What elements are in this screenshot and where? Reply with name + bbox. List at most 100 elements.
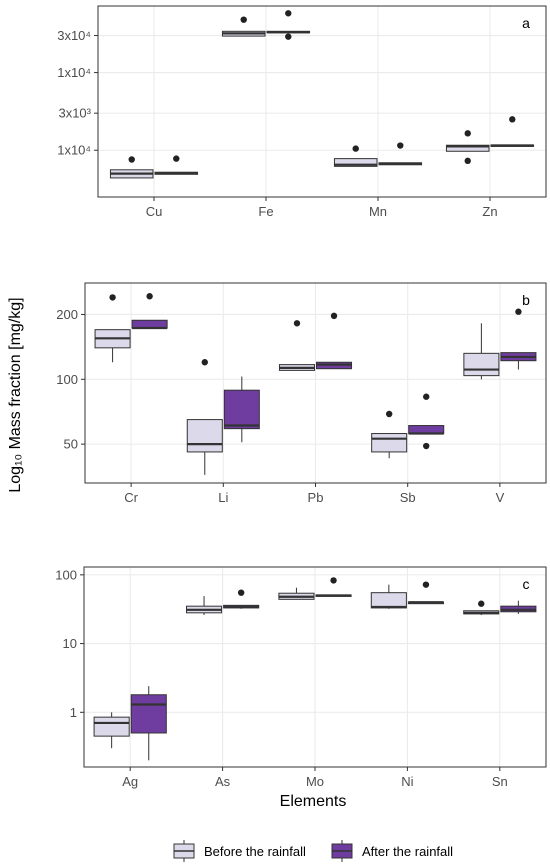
- x-tick-label-sb: Sb: [400, 490, 416, 505]
- gridlines: [84, 567, 546, 767]
- x-tick-label-mo: Mo: [306, 774, 324, 789]
- box-ni-after: [407, 581, 445, 605]
- box-cu-before: [109, 156, 154, 179]
- y-tick-label: 100: [56, 372, 78, 387]
- legend-label-after: After the rainfall: [362, 844, 453, 859]
- panel-a: 3x10⁴ 1x10⁴ 3x10³ 1x10⁴ Cu Fe Mn Zn a: [57, 5, 547, 219]
- y-tick-label: 100: [55, 567, 77, 582]
- box-v-before: [463, 323, 500, 380]
- outlier-point: [352, 145, 359, 152]
- box-sn-before: [463, 600, 500, 616]
- x-tick-label-cu: Cu: [146, 204, 163, 219]
- series-after: [130, 577, 537, 761]
- x-tick-label-cr: Cr: [124, 490, 138, 505]
- y-tick-label: 1x10⁴: [57, 65, 91, 80]
- box-iqr: [223, 389, 260, 430]
- gridlines: [85, 283, 546, 483]
- box-iqr: [333, 158, 378, 167]
- outlier-point: [173, 155, 180, 162]
- box-mn-after: [378, 142, 423, 166]
- box-v-after: [500, 308, 537, 370]
- box-sn-after: [500, 600, 537, 614]
- gridlines: [98, 6, 546, 197]
- series-before: [94, 294, 500, 475]
- outlier-point: [128, 156, 135, 163]
- legend-key-after: [331, 840, 353, 862]
- box-zn-before: [445, 130, 490, 165]
- x-tick-label-ag: Ag: [122, 774, 138, 789]
- panels: 3x10⁴ 1x10⁴ 3x10³ 1x10⁴ Cu Fe Mn Zn a 200 100 50 Cr L…: [55, 5, 547, 789]
- box-iqr: [93, 716, 130, 737]
- box-mo-after: [315, 577, 352, 597]
- outlier-point: [464, 157, 471, 165]
- box-li-before: [186, 359, 223, 475]
- x-tick-label-mn: Mn: [369, 204, 387, 219]
- series-after: [131, 293, 537, 450]
- box-iqr: [408, 425, 445, 435]
- y-tick-label: 50: [64, 437, 78, 452]
- box-ni-before: [370, 584, 407, 609]
- outlier-point: [285, 33, 292, 40]
- box-zn-after: [490, 116, 535, 147]
- outlier-point: [422, 581, 430, 588]
- box-ag-after: [130, 686, 167, 761]
- outlier-point: [397, 142, 404, 149]
- panel-border: [97, 5, 547, 198]
- panel-b: 200 100 50 Cr Li Pb Sb Vb: [56, 282, 547, 505]
- box-cr-after: [131, 293, 168, 330]
- box-sb-after: [408, 393, 445, 450]
- outlier-point: [146, 293, 153, 300]
- panel-label-b: b: [522, 292, 530, 308]
- y-tick-label: 1x10⁴: [57, 143, 91, 158]
- y-axis-label: Log₁₀ Mass fraction [mg/kg]: [7, 297, 24, 492]
- x-tick-label-pb: Pb: [308, 490, 324, 505]
- outlier-point: [201, 359, 208, 366]
- series-before: [109, 16, 490, 179]
- x-tick-label-zn: Zn: [482, 204, 497, 219]
- y-tick-label: 1: [70, 705, 77, 720]
- y-tick-label: 200: [56, 307, 78, 322]
- box-as-after: [223, 589, 260, 609]
- x-tick-label-sn: Sn: [492, 774, 508, 789]
- outlier-point: [464, 130, 471, 137]
- series-after: [154, 10, 535, 175]
- x-tick-label-fe: Fe: [258, 204, 273, 219]
- box-iqr: [371, 433, 408, 453]
- panel-label-a: a: [522, 15, 530, 31]
- outlier-point: [509, 116, 516, 123]
- x-tick-label-ni: Ni: [401, 774, 413, 789]
- box-fe-after: [266, 10, 311, 40]
- panel-label-c: c: [523, 576, 530, 592]
- box-iqr: [445, 144, 490, 152]
- box-iqr: [186, 419, 223, 453]
- outlier-point: [478, 600, 485, 607]
- outlier-point: [293, 320, 301, 327]
- box-sb-before: [371, 410, 408, 459]
- outlier-point: [515, 308, 522, 315]
- x-tick-label-li: Li: [218, 490, 228, 505]
- y-tick-label: 3x10⁴: [57, 28, 91, 43]
- outlier-point: [385, 410, 393, 418]
- panel-c: 100 10 1 Ag As Mo Ni Sn c: [55, 566, 547, 789]
- box-iqr: [463, 352, 500, 377]
- legend: Before the rainfall After the rainfall: [173, 840, 453, 862]
- y-tick-label: 10: [63, 636, 77, 651]
- outlier-point: [423, 393, 430, 400]
- series-before: [93, 584, 500, 749]
- box-as-before: [185, 596, 223, 616]
- box-li-after: [223, 376, 260, 443]
- outlier-point: [285, 10, 292, 17]
- box-pb-after: [316, 312, 353, 370]
- outlier-point: [109, 294, 116, 301]
- box-cu-after: [154, 155, 199, 175]
- y-tick-label: 3x10³: [58, 106, 91, 121]
- box-fe-before: [221, 16, 266, 37]
- x-tick-label-v: V: [496, 490, 505, 505]
- outlier-point: [423, 442, 430, 450]
- box-cr-before: [94, 294, 131, 363]
- outlier-point: [330, 312, 338, 320]
- x-axis-label: Elements: [280, 793, 347, 810]
- box-iqr: [131, 319, 168, 329]
- box-iqr: [370, 592, 407, 609]
